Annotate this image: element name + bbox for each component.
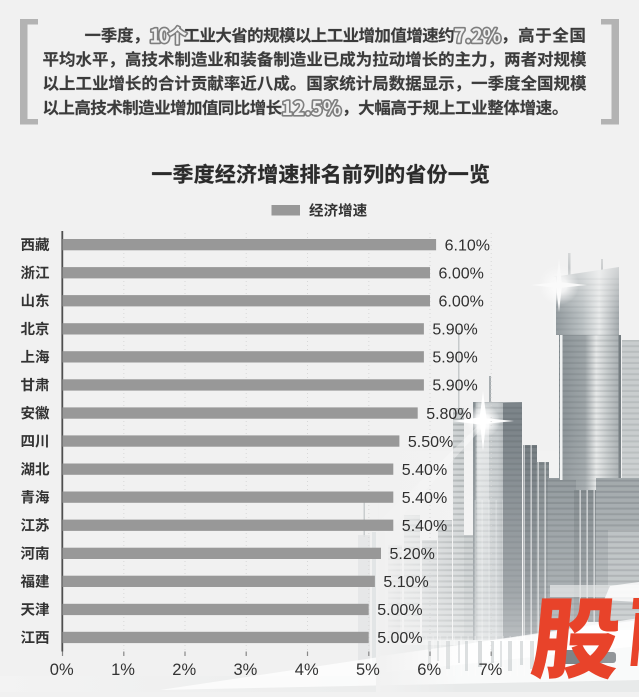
svg-text:6.00%: 6.00% [439, 294, 484, 311]
svg-text:5.90%: 5.90% [432, 350, 477, 367]
svg-text:5.90%: 5.90% [432, 322, 477, 339]
svg-text:3%: 3% [233, 661, 257, 679]
svg-text:2%: 2% [172, 661, 196, 679]
svg-text:5.80%: 5.80% [426, 406, 471, 423]
svg-text:6.10%: 6.10% [445, 237, 490, 254]
svg-text:5.40%: 5.40% [402, 490, 447, 507]
svg-text:5%: 5% [356, 661, 380, 679]
svg-text:5.40%: 5.40% [402, 518, 447, 535]
svg-text:5.00%: 5.00% [377, 602, 422, 619]
svg-text:4%: 4% [295, 661, 319, 679]
svg-text:5.00%: 5.00% [377, 630, 422, 647]
svg-text:0%: 0% [50, 661, 74, 679]
svg-text:5.90%: 5.90% [432, 378, 477, 395]
svg-text:5.50%: 5.50% [408, 434, 453, 451]
svg-text:1%: 1% [111, 661, 135, 679]
svg-text:5.10%: 5.10% [383, 574, 428, 591]
svg-text:7%: 7% [478, 661, 502, 679]
svg-text:5.20%: 5.20% [390, 546, 435, 563]
svg-text:6%: 6% [417, 661, 441, 679]
svg-text:5.40%: 5.40% [402, 462, 447, 479]
svg-text:6.00%: 6.00% [439, 266, 484, 283]
